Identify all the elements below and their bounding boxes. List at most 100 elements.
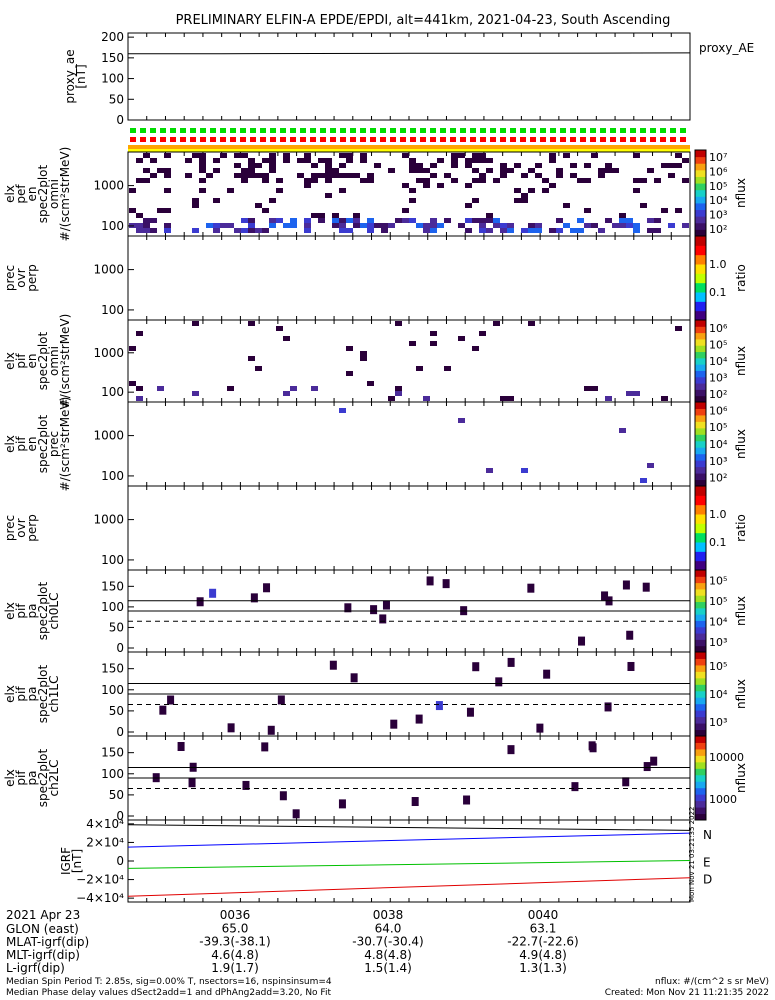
flag-strip-green xyxy=(360,128,366,133)
elx-pif-en-prec-cell xyxy=(339,408,346,413)
elx-pif-en-omni-ylabel-1: pif xyxy=(14,353,28,369)
pa-ch0-cell xyxy=(622,580,630,590)
flag-strip-green xyxy=(220,128,226,133)
flag-strip-green xyxy=(270,128,276,133)
elx-pef-en-cell xyxy=(640,178,647,183)
flag-strip-red xyxy=(620,137,626,142)
pa-ch1-cell xyxy=(267,725,275,735)
pa-ch0-colorbar-tick-2: 10⁵ xyxy=(709,595,727,608)
pa-ch2-ylabel-0: elx xyxy=(3,769,17,787)
igrf-series-N xyxy=(127,832,691,848)
elx-pef-en-cell xyxy=(605,168,612,173)
xaxis-row-1-value-0: 65.0 xyxy=(222,921,249,935)
elx-pef-en-cell xyxy=(444,173,451,178)
proxy-ae-ytick-label: 150 xyxy=(101,51,124,65)
flag-strip-red xyxy=(600,137,606,142)
elx-pef-en-cell xyxy=(157,168,164,173)
elx-pef-en-cell xyxy=(255,173,262,178)
elx-pef-en-cell xyxy=(381,223,388,228)
elx-pef-en-cell xyxy=(675,153,682,158)
elx-pif-en-omni-cell xyxy=(430,331,437,336)
elx-pef-en-cell xyxy=(402,183,409,188)
elx-pif-en-omni-cell xyxy=(444,366,451,371)
pa-ch2-colorbar-band xyxy=(695,742,706,750)
elx-pif-en-omni-ylabel-3: spec2plot xyxy=(36,331,50,390)
elx-pef-en-cell xyxy=(318,173,325,178)
elx-pef-en-cell xyxy=(549,158,556,163)
pa-ch2-cell xyxy=(507,745,515,755)
elx-pef-en-cell xyxy=(591,223,598,228)
elx-pif-en-omni-colorbar-tick-4: 10⁶ xyxy=(709,322,728,335)
elx-pef-en-cell xyxy=(416,178,423,183)
flag-strip-green xyxy=(390,128,396,133)
flag-strip-green xyxy=(460,128,466,133)
elx-pef-en-colorbar-band xyxy=(695,150,706,158)
elx-pif-en-omni-ylabel-0: elx xyxy=(3,352,17,370)
elx-pef-en-cell xyxy=(626,223,633,228)
pa-ch0-ylabel-1: pif xyxy=(14,603,28,619)
elx-pef-en-cell xyxy=(213,198,220,203)
elx-pef-en-cell xyxy=(430,173,437,178)
pa-ch2-ylabel-3: spec2plot xyxy=(36,748,50,807)
flag-strip-red xyxy=(540,137,546,142)
pa-ch2-cell xyxy=(261,742,269,752)
pa-ch1-cell xyxy=(543,669,551,679)
elx-pef-en-cell xyxy=(311,173,318,178)
elx-pif-en-prec-colorbar-band xyxy=(695,453,706,461)
flag-strip-green xyxy=(450,128,456,133)
flag-strip-green xyxy=(650,128,656,133)
elx-pif-en-omni-cell xyxy=(311,386,318,391)
prec-ovr-perp-e-colorbar-tick-0: 0.1 xyxy=(709,286,727,299)
elx-pef-en-cell xyxy=(164,168,171,173)
pa-ch1-colorbar-band xyxy=(695,664,706,672)
elx-pif-en-prec-colorbar-band xyxy=(695,479,706,487)
pa-ch0-ytick-label: 150 xyxy=(101,579,124,593)
elx-pef-en-cell xyxy=(535,228,542,233)
elx-pef-en-cell xyxy=(605,163,612,168)
flag-strip-red xyxy=(270,137,276,142)
elx-pef-en-cell xyxy=(297,173,304,178)
flag-strip-green xyxy=(440,128,446,133)
elx-pif-en-prec-cell xyxy=(521,468,528,473)
elx-pif-en-omni-cell xyxy=(290,386,297,391)
elx-pef-en-cell xyxy=(248,158,255,163)
elx-pef-en-cell xyxy=(199,153,206,158)
elx-pef-en-cell xyxy=(472,198,479,203)
elx-pef-en-cell xyxy=(220,153,227,158)
elx-pef-en-cell xyxy=(311,213,318,218)
prec-ovr-perp-i-colorbar-band xyxy=(695,486,706,496)
flag-strip-red xyxy=(500,137,506,142)
flag-strip-green xyxy=(570,128,576,133)
flag-strip-red xyxy=(200,137,206,142)
elx-pef-en-cell xyxy=(598,173,605,178)
elx-pef-en-cell xyxy=(402,218,409,223)
pa-ch2-cell xyxy=(177,741,185,751)
pa-ch1-cell xyxy=(435,701,443,711)
pa-ch1-cell xyxy=(167,695,175,705)
proxy-ae-ytick-label: 50 xyxy=(109,92,124,106)
pa-ch1-ylabel-4: ch1LC xyxy=(47,676,61,713)
flag-strip-red xyxy=(640,137,646,142)
elx-pef-en-cell xyxy=(318,218,325,223)
elx-pef-en-cell xyxy=(479,158,486,163)
flag-strip-green xyxy=(470,128,476,133)
flag-strip-green xyxy=(350,128,356,133)
prec-ovr-perp-i-colorbar-band xyxy=(695,551,706,562)
elx-pif-en-prec-ytick-label: 100 xyxy=(101,469,124,483)
elx-pef-en-cell xyxy=(465,228,472,233)
elx-pef-en-cell xyxy=(437,223,444,228)
prec-ovr-perp-i-ylabel-2: perp xyxy=(25,514,39,542)
elx-pef-en-colorbar-band xyxy=(695,189,706,197)
pa-ch1-cell xyxy=(604,702,612,712)
flag-strip-red xyxy=(480,137,486,142)
elx-pef-en-cell xyxy=(409,198,416,203)
elx-pef-en-cell xyxy=(150,158,157,163)
elx-pef-en-cell xyxy=(500,173,507,178)
xaxis-row-2-value-2: -22.7(-22.6) xyxy=(507,935,578,949)
xaxis-row-1-label: GLON (east) xyxy=(6,922,79,936)
elx-pef-en-cell xyxy=(318,158,325,163)
elx-pif-en-omni-cell xyxy=(283,391,290,396)
igrf-ytick-label: −4×10⁴ xyxy=(76,891,124,905)
flag-strip-green xyxy=(680,128,686,133)
pa-ch0-cell xyxy=(379,614,387,624)
